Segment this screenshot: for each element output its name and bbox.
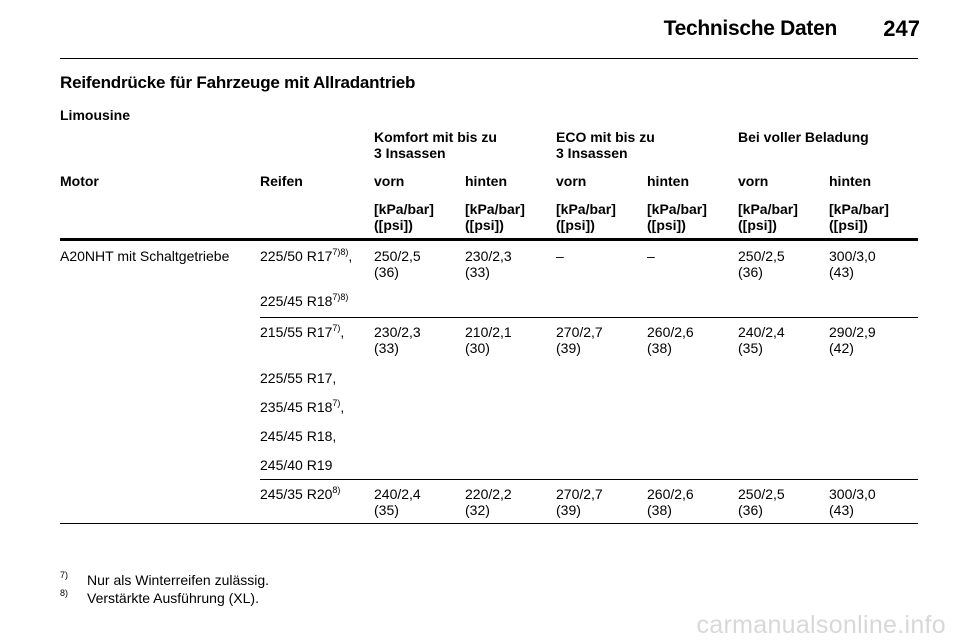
pressure-psi: (33) [374, 340, 399, 356]
col-komfort-vorn: vorn [374, 173, 405, 189]
pressure-psi: (36) [738, 502, 763, 518]
tire-size: 225/55 R17, [260, 370, 337, 386]
pressure-psi: (36) [374, 264, 399, 280]
unit-line1: [kPa/bar] [556, 201, 616, 217]
unit-line2: ([psi]) [647, 217, 686, 233]
pressure-value: 260/2,6 [647, 486, 694, 502]
group-komfort-line2: 3 Insassen [374, 145, 446, 161]
unit-line1: [kPa/bar] [829, 201, 889, 217]
pressure-value: 290/2,9 [829, 324, 876, 340]
row-divider [260, 479, 918, 480]
pressure-psi: (35) [374, 502, 399, 518]
pressure-psi: (36) [738, 264, 763, 280]
pressure-psi: (30) [465, 340, 490, 356]
col-voll-hinten: hinten [829, 173, 871, 189]
page-header: Technische Daten 247 [0, 0, 960, 62]
pressure-value: 270/2,7 [556, 486, 603, 502]
pressure-value: 270/2,7 [556, 324, 603, 340]
group-eco-line1: ECO mit bis zu [556, 129, 655, 145]
pressure-value: 230/2,3 [465, 248, 512, 264]
group-komfort-line1: Komfort mit bis zu [374, 129, 497, 145]
section-title: Reifendrücke für Fahrzeuge mit Allradant… [60, 73, 416, 92]
pressure-psi: (43) [829, 264, 854, 280]
col-komfort-hinten: hinten [465, 173, 507, 189]
pressure-value: 240/2,4 [374, 486, 421, 502]
row-divider [260, 317, 918, 318]
footnote-text: Nur als Winterreifen zulässig. [87, 572, 270, 588]
tire-size: 245/45 R18, [260, 428, 337, 444]
unit-line2: ([psi]) [374, 217, 413, 233]
pressure-value: – [556, 248, 564, 264]
col-eco-hinten: hinten [647, 173, 689, 189]
pressure-value: 300/3,0 [829, 248, 876, 264]
pressure-psi: (33) [465, 264, 490, 280]
header-divider [60, 58, 918, 59]
unit-line1: [kPa/bar] [374, 201, 434, 217]
tire-size: 225/45 R187)8) [260, 292, 349, 310]
pressure-value: 240/2,4 [738, 324, 785, 340]
pressure-value: – [647, 248, 655, 264]
footnote-text: Verstärkte Ausführung (XL). [87, 590, 259, 606]
tire-size: 215/55 R177), [260, 323, 345, 341]
tire-size: 235/45 R187), [260, 398, 345, 416]
pressure-psi: (39) [556, 502, 581, 518]
subsection-title: Limousine [60, 107, 131, 123]
pressure-psi: (38) [647, 502, 672, 518]
header-title: Technische Daten [663, 17, 838, 40]
tire-size: 225/50 R177)8), [260, 247, 353, 265]
pressure-psi: (35) [738, 340, 763, 356]
page-number: 247 [883, 16, 920, 41]
pressure-psi: (43) [829, 502, 854, 518]
tire-size: 245/35 R208) [260, 485, 341, 503]
pressure-value: 220/2,2 [465, 486, 512, 502]
table-bottom-rule [60, 523, 918, 524]
unit-line1: [kPa/bar] [465, 201, 525, 217]
group-eco-line2: 3 Insassen [556, 145, 628, 161]
unit-line1: [kPa/bar] [738, 201, 798, 217]
tire-size: 245/40 R19 [260, 457, 333, 473]
footnote-mark: 8) [60, 588, 69, 598]
pressure-value: 260/2,6 [647, 324, 694, 340]
unit-line2: ([psi]) [829, 217, 868, 233]
pressure-value: 210/2,1 [465, 324, 512, 340]
footnote-mark: 7) [60, 570, 69, 580]
pressure-psi: (38) [647, 340, 672, 356]
pressure-value: 300/3,0 [829, 486, 876, 502]
unit-line2: ([psi]) [738, 217, 777, 233]
motor-name: A20NHT mit Schaltgetriebe [60, 248, 230, 264]
pressure-psi: (39) [556, 340, 581, 356]
pressure-value: 250/2,5 [738, 248, 785, 264]
col-motor: Motor [60, 173, 99, 189]
col-reifen: Reifen [260, 173, 303, 189]
table-header-rule [60, 238, 918, 241]
pressure-psi: (42) [829, 340, 854, 356]
col-eco-vorn: vorn [556, 173, 587, 189]
unit-line2: ([psi]) [556, 217, 595, 233]
unit-line1: [kPa/bar] [647, 201, 707, 217]
unit-line2: ([psi]) [465, 217, 504, 233]
watermark: carmanualsonline.info [696, 611, 946, 639]
group-voll: Bei voller Beladung [738, 129, 869, 145]
col-voll-vorn: vorn [738, 173, 769, 189]
pressure-value: 250/2,5 [738, 486, 785, 502]
pressure-value: 230/2,3 [374, 324, 421, 340]
pressure-psi: (32) [465, 502, 490, 518]
pressure-value: 250/2,5 [374, 248, 421, 264]
